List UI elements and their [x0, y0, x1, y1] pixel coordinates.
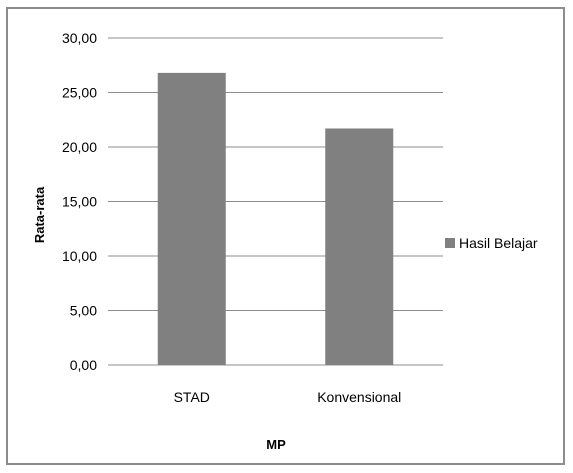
y-tick-label: 25,00 — [62, 85, 97, 101]
y-tick-label: 30,00 — [62, 30, 97, 46]
legend-label: Hasil Belajar — [459, 235, 538, 251]
bar-konvensional — [325, 128, 394, 365]
x-axis-title: MP — [266, 437, 286, 452]
chart-frame — [6, 7, 565, 465]
y-tick-label: 0,00 — [70, 357, 97, 373]
y-tick-label: 5,00 — [70, 303, 97, 319]
legend: Hasil Belajar — [445, 235, 538, 251]
x-tick-labels: STAD Konvensional — [174, 389, 402, 405]
legend-swatch — [445, 238, 455, 248]
bars — [157, 72, 394, 365]
y-tick-labels: 0,00 5,00 10,00 15,00 20,00 25,00 30,00 — [62, 30, 97, 373]
x-tick-label: STAD — [174, 389, 210, 405]
y-tick-label: 15,00 — [62, 194, 97, 210]
x-tick-label: Konvensional — [317, 389, 401, 405]
bar-stad — [157, 72, 226, 365]
y-tick-label: 20,00 — [62, 139, 97, 155]
y-tick-label: 10,00 — [62, 248, 97, 264]
y-axis-title: Rata-rata — [32, 186, 47, 243]
